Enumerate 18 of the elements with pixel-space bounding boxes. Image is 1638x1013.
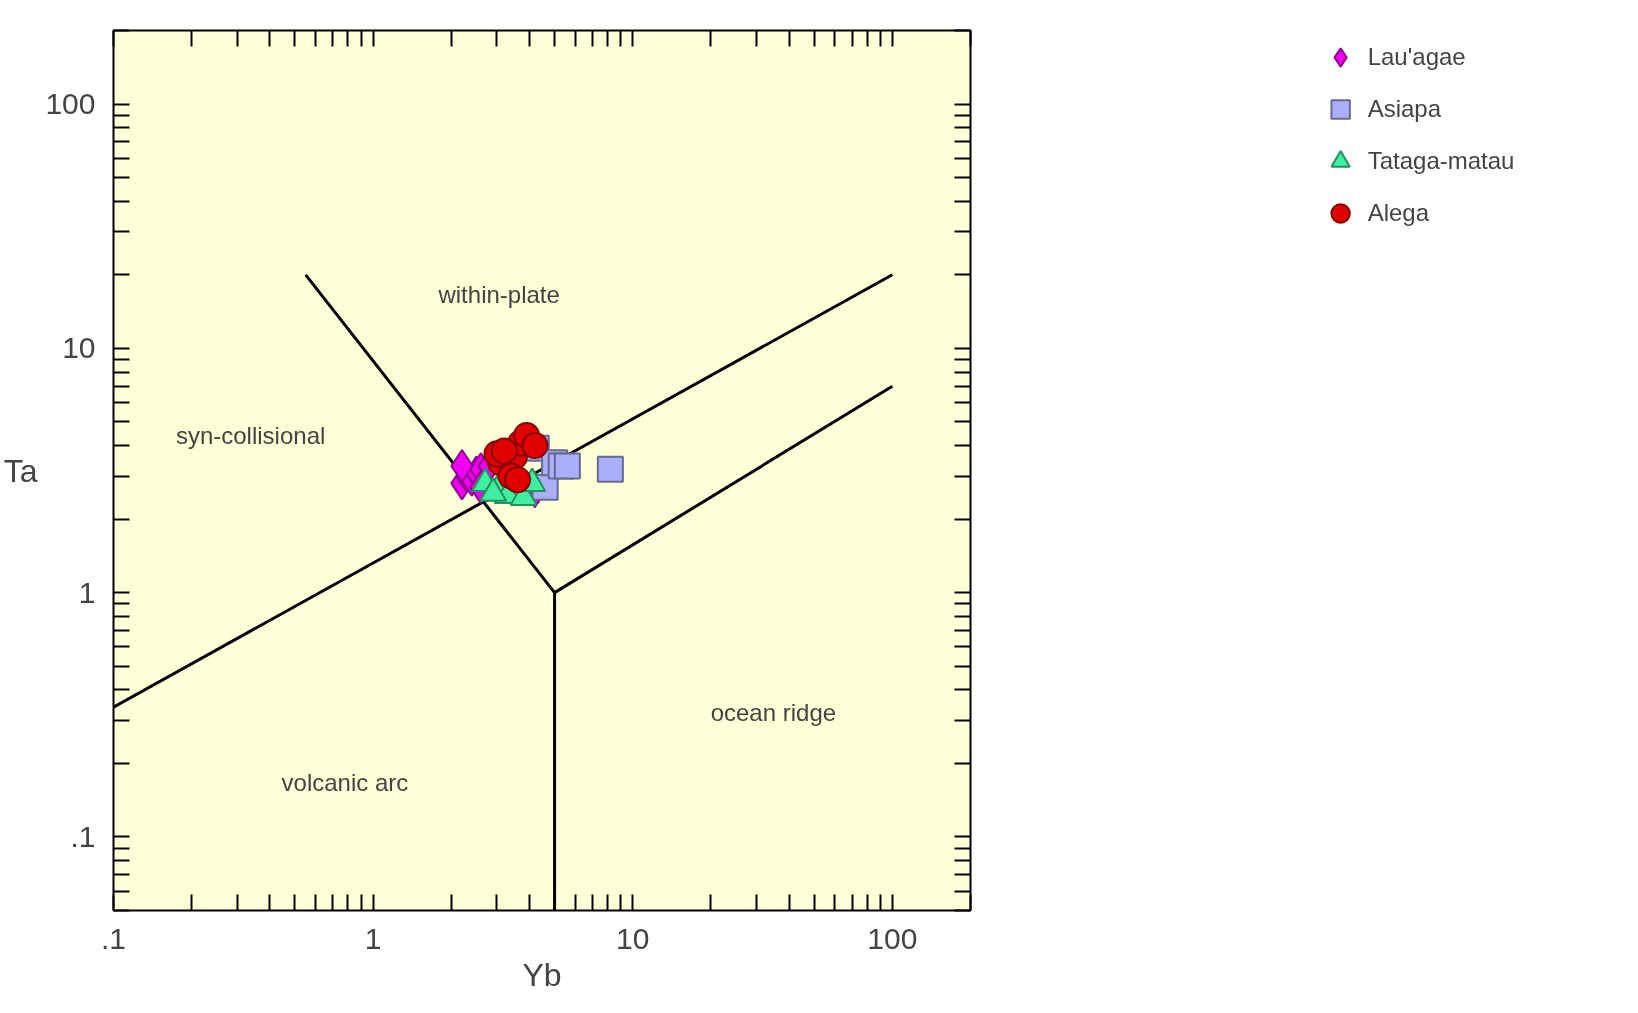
y-tick-label: .1 [70,819,96,853]
legend-label: Asiapa [1367,95,1442,123]
annotation: within-plate [437,281,560,308]
x-axis-title: Yb [522,956,562,993]
annotation: volcanic arc [281,769,409,797]
x-tick-label: 1 [364,921,382,955]
y-tick-label: 1 [78,575,96,609]
legend-label: Alega [1367,199,1430,227]
x-tick-label: 100 [867,921,918,955]
legend-label: Lau'agae [1367,43,1466,71]
y-axis-title: Ta [3,452,38,489]
x-tick-label: .1 [100,921,127,955]
y-tick-label: 100 [45,87,96,121]
x-tick-label: 10 [616,921,650,955]
annotation: ocean ridge [710,699,837,726]
y-tick-label: 10 [62,331,96,365]
legend-label: Tataga-matau [1367,147,1515,175]
annotation: syn-collisional [175,421,326,449]
